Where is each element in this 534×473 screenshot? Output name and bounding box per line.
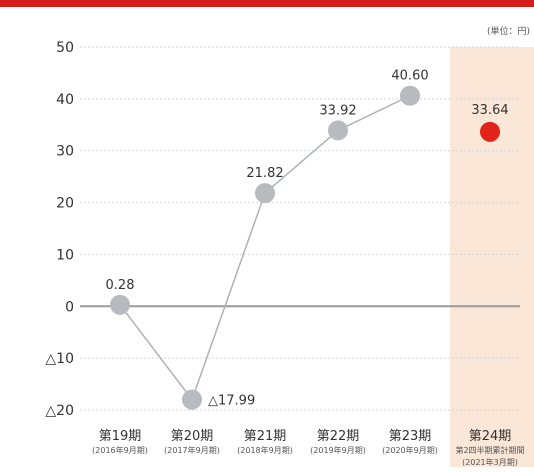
x-category-label: 第19期 (99, 429, 142, 444)
data-label: 21.82 (246, 166, 283, 181)
data-point (255, 183, 275, 204)
data-point (328, 120, 348, 141)
y-tick-label: 10 (56, 247, 74, 263)
x-category-label: 第22期 (317, 429, 360, 444)
x-category-sublabel: (2016年9月期) (92, 445, 148, 455)
x-category-label: 第21期 (244, 429, 287, 444)
data-label: 0.28 (106, 278, 135, 293)
current-data-label: 33.64 (471, 103, 508, 118)
data-label: 40.60 (391, 69, 428, 84)
current-period-highlight (450, 47, 534, 467)
data-point (182, 389, 202, 410)
data-point (110, 294, 130, 315)
unit-label: (単位：円) (486, 27, 530, 37)
series-line (119, 95, 411, 402)
y-tick-label: 20 (56, 196, 74, 212)
x-category-label: 第24期 (469, 429, 512, 444)
y-tick-label: 0 (65, 299, 74, 315)
data-point (400, 85, 420, 106)
y-tick-label: △10 (45, 351, 74, 367)
y-tick-label: △20 (45, 403, 74, 419)
x-category-label: 第20期 (171, 429, 214, 444)
data-label: 33.92 (319, 103, 356, 118)
x-category-sublabel: (2017年9月期) (164, 445, 220, 455)
y-tick-label: 30 (56, 144, 74, 160)
x-category-sublabel: 第2四半期累計期間 (455, 445, 524, 455)
header-bar (0, 0, 534, 7)
x-category-sublabel: (2021年3月期) (462, 457, 518, 467)
x-category-sublabel: (2018年9月期) (237, 445, 293, 455)
data-label: △17.99 (208, 394, 255, 409)
x-category-sublabel: (2019年9月期) (310, 445, 366, 455)
x-category-sublabel: (2020年9月期) (382, 445, 438, 455)
x-category-label: 第23期 (389, 429, 432, 444)
current-data-point (480, 121, 500, 142)
y-tick-label: 40 (56, 92, 74, 108)
y-tick-label: 50 (56, 40, 74, 56)
